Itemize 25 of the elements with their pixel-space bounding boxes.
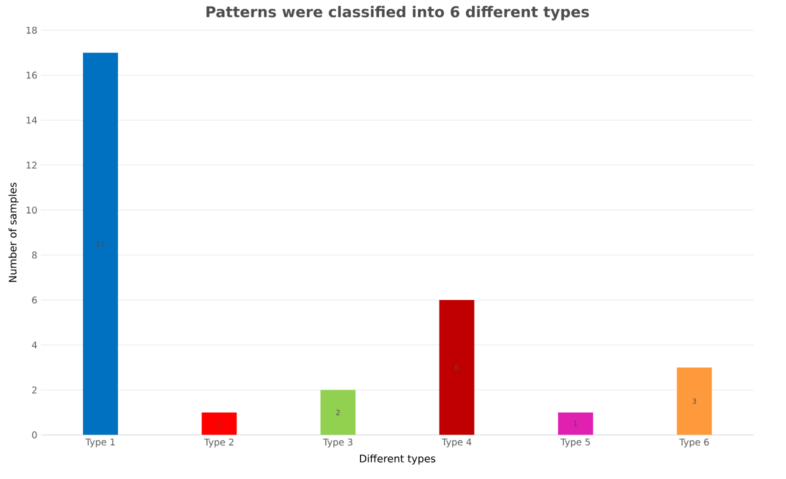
- bar: [82, 52, 118, 435]
- x-tick-label: Type 2: [204, 438, 234, 448]
- y-tick-label: 16: [26, 72, 37, 79]
- y-tick-label: 6: [32, 296, 37, 304]
- x-tick-label: Type 3: [322, 438, 352, 448]
- x-tick-label: Type 4: [442, 438, 472, 448]
- chart-title: Patterns were classified into 6 different types: [206, 6, 589, 20]
- y-tick-label: 2: [32, 386, 36, 394]
- y-tick-label: 8: [32, 252, 37, 259]
- bar: [676, 368, 712, 435]
- bar: [320, 390, 356, 435]
- y-tick-label: 12: [26, 162, 36, 169]
- bar: [558, 412, 594, 435]
- y-tick-label: 10: [26, 206, 37, 214]
- x-axis-title: Different types: [360, 454, 436, 464]
- y-tick-label: 14: [26, 116, 37, 124]
- x-tick-label: Type 1: [85, 438, 115, 448]
- y-tick-label: 0: [32, 431, 37, 438]
- bar: [439, 300, 474, 435]
- x-tick-label: Type 6: [679, 438, 709, 448]
- x-tick-label: Type 5: [560, 438, 590, 448]
- y-tick-label: 4: [32, 342, 37, 348]
- bar: [202, 412, 237, 435]
- y-axis-title: Number of samples: [8, 182, 19, 282]
- y-tick-label: 18: [26, 26, 37, 34]
